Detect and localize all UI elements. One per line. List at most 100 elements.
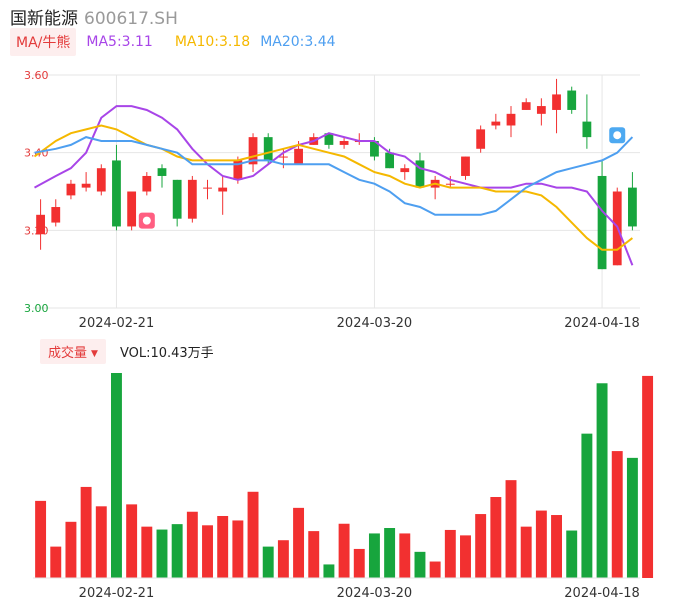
volume-bar (596, 383, 608, 578)
volume-bar (202, 525, 213, 578)
candle-body (172, 179, 182, 219)
price-grid (33, 74, 640, 309)
candle-body (218, 187, 228, 192)
stock-code: 600617.SH (84, 9, 178, 29)
volume-bar (95, 506, 107, 578)
y-tick-label: 3.00 (24, 302, 49, 315)
volume-bar (551, 515, 563, 578)
volume-bar (429, 561, 441, 578)
volume-indicator-selector[interactable]: 成交量 ▼ (40, 338, 106, 364)
candle-body (278, 156, 288, 158)
volume-bar (642, 375, 654, 578)
volume-bar (262, 546, 274, 578)
volume-bar (293, 507, 305, 578)
volume-bar (186, 511, 198, 578)
volume-indicator-label: 成交量 (48, 345, 88, 361)
ma5-label: MA5:3.11 (86, 34, 153, 50)
candle-body (445, 183, 455, 185)
ma20-label: MA20:3.44 (260, 34, 336, 50)
price-y-axis: 3.603.403.203.00 (24, 69, 49, 315)
bull-signal-icon-dot (142, 216, 151, 225)
candle-body (203, 187, 212, 189)
ma-indicator-selector[interactable]: MA/牛熊 (10, 28, 77, 56)
candle-body (476, 129, 486, 149)
volume-bar (247, 491, 259, 578)
volume-bar (490, 497, 502, 578)
volume-bar (444, 529, 456, 578)
volume-bar (611, 451, 623, 578)
volume-bars (33, 373, 654, 579)
volume-bar (520, 526, 532, 578)
candle-body (339, 141, 349, 145)
ma20-line (34, 136, 634, 216)
candle-body (263, 137, 273, 161)
candle-body (385, 152, 395, 169)
volume-bar (277, 540, 289, 578)
volume-bar (126, 504, 138, 578)
volume-bar (338, 523, 350, 578)
volume-bar (566, 530, 578, 578)
candle-body (81, 183, 91, 188)
ma10-line (33, 124, 634, 251)
candle-body (567, 90, 577, 110)
candle-body (506, 113, 516, 126)
candlestick-series (36, 78, 637, 270)
candle-body (370, 141, 379, 157)
volume-bar (110, 373, 122, 578)
x-tick-label: 2024-02-21 (79, 316, 155, 331)
moving-average-lines (33, 105, 634, 266)
bear-signal-icon-dot (613, 131, 622, 140)
x-tick-label: 2024-03-20 (337, 316, 413, 331)
volume-x-tick-label: 2024-03-20 (337, 586, 413, 601)
candle-body (628, 187, 637, 227)
volume-bar (368, 533, 380, 578)
volume-bar (156, 529, 168, 578)
candle-body (36, 214, 45, 235)
volume-bar (308, 531, 320, 578)
candle-body (491, 121, 501, 126)
candle-body (96, 168, 106, 192)
volume-bar (475, 514, 487, 578)
stock-header: 国新能源 600617.SH (10, 4, 178, 29)
candle-body (521, 102, 531, 110)
candle-body (597, 175, 607, 270)
volume-bar (65, 521, 77, 578)
volume-bar (217, 515, 229, 578)
candle-body (248, 137, 258, 165)
ma5-line (34, 105, 634, 266)
candle-body (400, 168, 410, 173)
volume-x-axis: 2024-02-21 2024-03-20 2024-04-18 (79, 586, 640, 601)
ma10-label: MA10:3.18 (174, 34, 251, 50)
candle-body (142, 175, 152, 192)
volume-bar (35, 500, 47, 578)
volume-bar (460, 535, 471, 578)
candle-body (187, 179, 197, 219)
y-tick-label: 3.60 (24, 69, 49, 82)
candle-body (536, 106, 546, 114)
volume-bar (80, 486, 92, 578)
volume-bar (141, 526, 153, 578)
ma-legend: MA/牛熊 MA5:3.11 MA10:3.18 MA20:3.44 (10, 28, 336, 56)
volume-bar (505, 480, 517, 578)
candle-body (294, 148, 303, 165)
candle-body (51, 207, 61, 223)
volume-bar (384, 528, 396, 578)
candle-body (233, 160, 243, 180)
signal-markers (138, 127, 626, 229)
candle-body (582, 121, 592, 138)
volume-bar (50, 546, 62, 578)
candle-body (112, 160, 121, 227)
candle-body (415, 160, 425, 188)
candle-body (66, 183, 76, 196)
volume-bar (232, 520, 244, 578)
volume-bar (626, 457, 638, 578)
candle-body (552, 94, 561, 110)
volume-legend: 成交量 ▼ VOL:10.43万手 (40, 338, 214, 364)
volume-bar (323, 564, 335, 578)
volume-bar (581, 433, 593, 578)
stock-name: 国新能源 (10, 9, 78, 29)
candle-body (127, 191, 137, 227)
volume-x-tick-label: 2024-04-18 (564, 586, 640, 601)
candle-body (157, 168, 167, 176)
